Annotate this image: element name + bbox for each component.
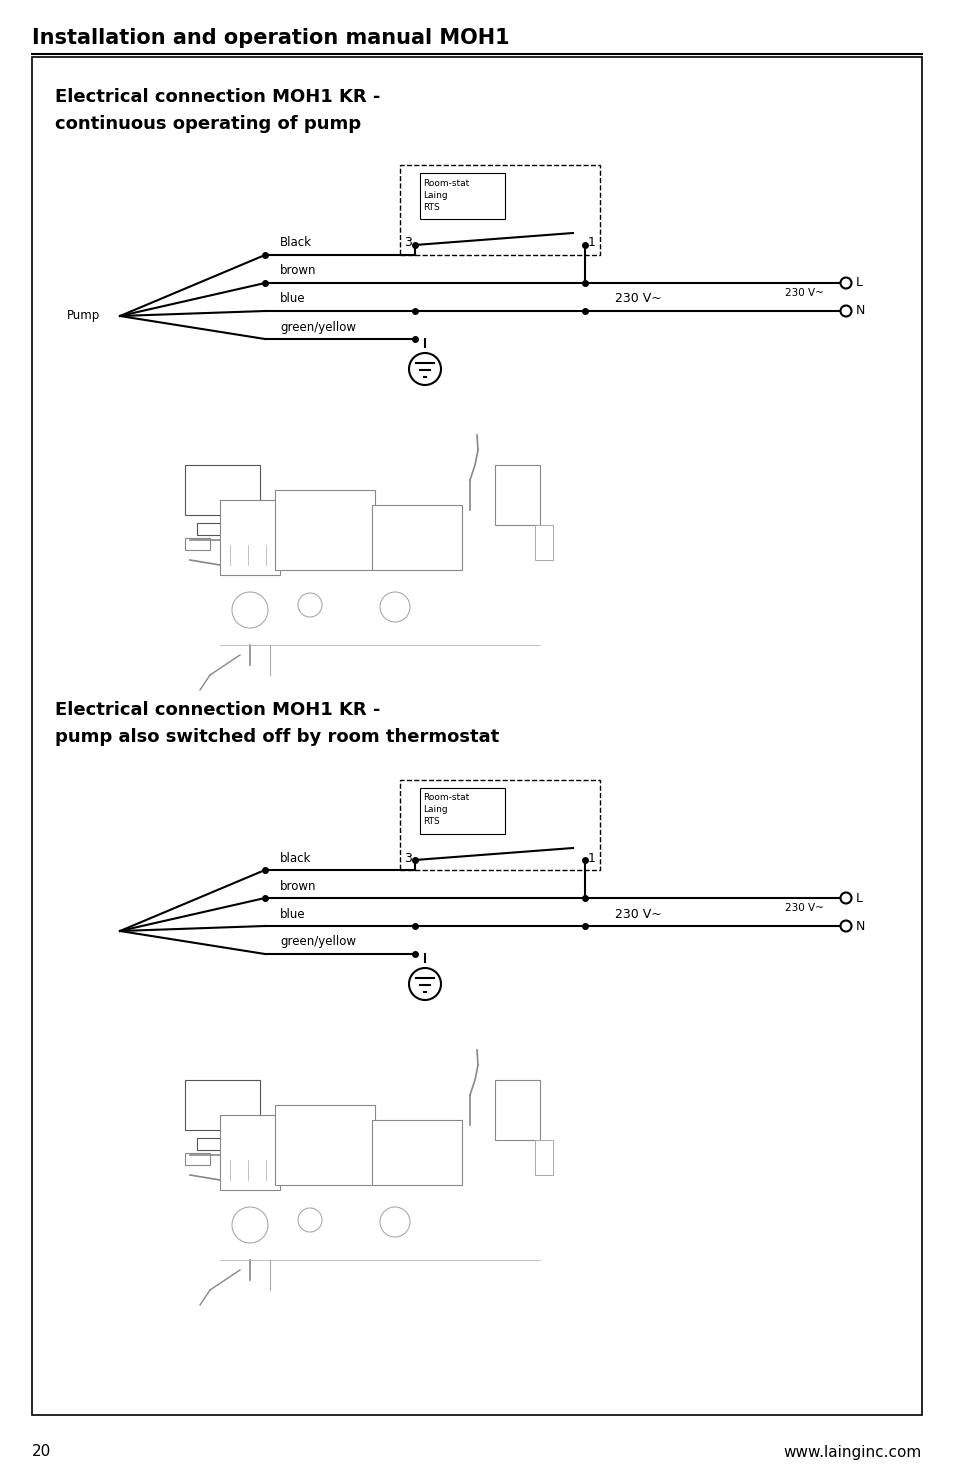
Bar	[372, 1120, 461, 1184]
Text: 3: 3	[404, 236, 412, 249]
Text: 230 V~: 230 V~	[615, 907, 661, 920]
Text: Electrical connection MOH1 KR -: Electrical connection MOH1 KR -	[55, 88, 380, 106]
Text: green/yellow: green/yellow	[280, 320, 355, 333]
Bar	[274, 490, 375, 569]
Text: Installation and operation manual MOH1: Installation and operation manual MOH1	[32, 28, 509, 49]
Bar	[196, 524, 247, 535]
Text: Room-stat: Room-stat	[422, 794, 469, 802]
Text: Room-stat: Room-stat	[422, 178, 469, 187]
Text: 1: 1	[587, 851, 596, 864]
Bar	[185, 538, 210, 550]
Text: RTS: RTS	[422, 202, 439, 211]
Bar	[419, 173, 504, 218]
Text: Laing: Laing	[422, 190, 447, 199]
Text: Black: Black	[280, 236, 312, 249]
Bar	[274, 1105, 375, 1184]
Text: brown: brown	[280, 879, 316, 892]
Bar	[495, 1080, 539, 1140]
Bar	[399, 165, 599, 255]
Text: L: L	[855, 276, 862, 289]
Bar	[535, 1140, 553, 1176]
Bar	[495, 465, 539, 525]
Text: RTS: RTS	[422, 817, 439, 826]
Text: 3: 3	[404, 851, 412, 864]
Text: continuous operating of pump: continuous operating of pump	[55, 115, 361, 133]
Bar	[196, 1139, 247, 1150]
Text: 230 V~: 230 V~	[784, 288, 823, 298]
Text: N: N	[855, 919, 864, 932]
Bar	[220, 500, 280, 575]
Text: brown: brown	[280, 264, 316, 277]
Text: Electrical connection MOH1 KR -: Electrical connection MOH1 KR -	[55, 701, 380, 718]
Text: Pump: Pump	[67, 310, 100, 323]
Text: 230 V~: 230 V~	[615, 292, 661, 305]
Text: L: L	[855, 891, 862, 904]
Text: blue: blue	[280, 292, 305, 305]
Bar	[185, 1153, 210, 1165]
Bar	[220, 1115, 280, 1190]
Text: 230 V~: 230 V~	[784, 903, 823, 913]
Bar	[372, 504, 461, 569]
Text: www.lainginc.com: www.lainginc.com	[783, 1444, 921, 1459]
Bar	[185, 465, 260, 515]
Text: blue: blue	[280, 907, 305, 920]
Text: 1: 1	[587, 236, 596, 249]
Text: 20: 20	[32, 1444, 51, 1459]
Text: Laing: Laing	[422, 805, 447, 814]
Text: green/yellow: green/yellow	[280, 935, 355, 948]
Text: pump also switched off by room thermostat: pump also switched off by room thermosta…	[55, 729, 498, 746]
Bar	[185, 1080, 260, 1130]
Text: black: black	[280, 851, 311, 864]
Bar	[419, 788, 504, 833]
Text: N: N	[855, 304, 864, 317]
Bar	[399, 780, 599, 870]
Bar	[535, 525, 553, 560]
